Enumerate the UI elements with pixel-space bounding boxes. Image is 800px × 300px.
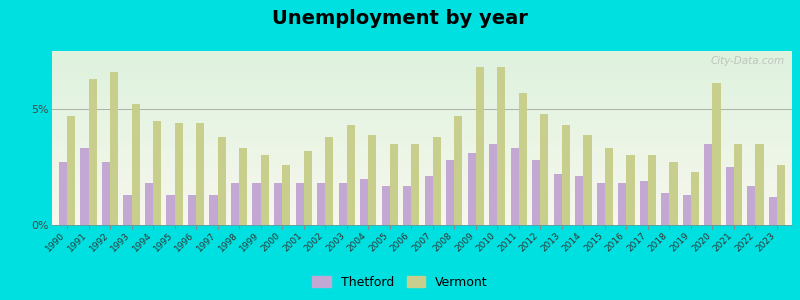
Bar bbox=[777, 165, 785, 225]
Bar bbox=[261, 155, 269, 225]
Bar bbox=[188, 195, 196, 225]
Bar bbox=[282, 165, 290, 225]
Bar bbox=[433, 137, 441, 225]
Legend: Thetford, Vermont: Thetford, Vermont bbox=[307, 271, 493, 294]
Bar bbox=[274, 183, 282, 225]
Bar bbox=[682, 195, 691, 225]
Bar bbox=[691, 172, 699, 225]
Bar bbox=[174, 123, 182, 225]
Bar bbox=[110, 72, 118, 225]
Bar bbox=[295, 183, 304, 225]
Bar bbox=[338, 183, 346, 225]
Bar bbox=[648, 155, 656, 225]
Bar bbox=[382, 186, 390, 225]
Bar bbox=[231, 183, 239, 225]
Bar bbox=[583, 134, 591, 225]
Bar bbox=[519, 93, 527, 225]
Bar bbox=[640, 181, 648, 225]
Bar bbox=[670, 162, 678, 225]
Bar bbox=[210, 195, 218, 225]
Bar bbox=[605, 148, 613, 225]
Bar bbox=[755, 144, 764, 225]
Bar bbox=[403, 186, 411, 225]
Bar bbox=[346, 125, 355, 225]
Bar bbox=[67, 116, 75, 225]
Bar bbox=[489, 144, 498, 225]
Bar bbox=[540, 114, 549, 225]
Bar bbox=[153, 121, 162, 225]
Bar bbox=[59, 162, 67, 225]
Bar bbox=[476, 67, 484, 225]
Bar bbox=[498, 67, 506, 225]
Bar bbox=[102, 162, 110, 225]
Bar bbox=[317, 183, 325, 225]
Bar bbox=[626, 155, 634, 225]
Bar bbox=[253, 183, 261, 225]
Bar bbox=[704, 144, 713, 225]
Bar bbox=[562, 125, 570, 225]
Bar bbox=[662, 193, 670, 225]
Bar bbox=[425, 176, 433, 225]
Bar bbox=[446, 160, 454, 225]
Bar bbox=[734, 144, 742, 225]
Bar bbox=[131, 104, 140, 225]
Bar bbox=[360, 178, 368, 225]
Bar bbox=[145, 183, 153, 225]
Bar bbox=[89, 79, 97, 225]
Bar bbox=[218, 137, 226, 225]
Bar bbox=[618, 183, 626, 225]
Bar bbox=[532, 160, 540, 225]
Bar bbox=[454, 116, 462, 225]
Bar bbox=[80, 148, 89, 225]
Bar bbox=[747, 186, 755, 225]
Bar bbox=[304, 151, 312, 225]
Bar bbox=[468, 153, 476, 225]
Bar bbox=[411, 144, 419, 225]
Bar bbox=[325, 137, 334, 225]
Bar bbox=[597, 183, 605, 225]
Bar bbox=[575, 176, 583, 225]
Bar bbox=[239, 148, 247, 225]
Bar bbox=[123, 195, 131, 225]
Bar bbox=[510, 148, 519, 225]
Text: Unemployment by year: Unemployment by year bbox=[272, 9, 528, 28]
Bar bbox=[390, 144, 398, 225]
Bar bbox=[713, 83, 721, 225]
Bar bbox=[554, 174, 562, 225]
Bar bbox=[166, 195, 174, 225]
Bar bbox=[368, 134, 376, 225]
Bar bbox=[196, 123, 204, 225]
Bar bbox=[769, 197, 777, 225]
Bar bbox=[726, 167, 734, 225]
Text: City-Data.com: City-Data.com bbox=[710, 56, 785, 66]
